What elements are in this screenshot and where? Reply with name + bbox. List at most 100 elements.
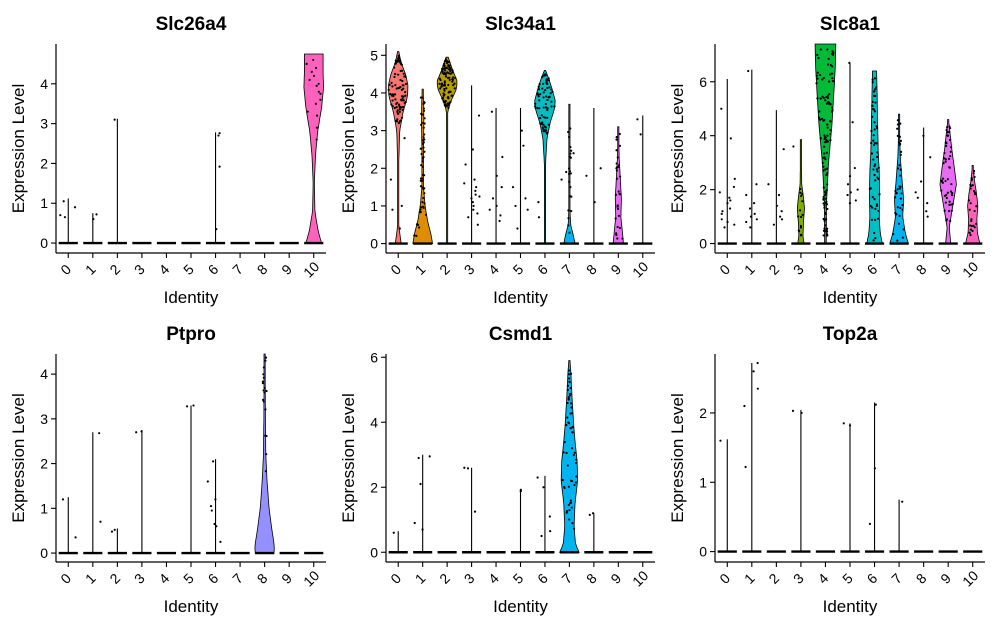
cell-point [567,130,570,134]
violin-cluster-5 [510,108,531,245]
cell-point [498,219,501,223]
x-tick-label: 5 [180,570,197,587]
violin-shape [612,126,624,244]
cell-point [73,206,77,209]
cell-point [99,520,102,523]
cell-point [568,231,571,234]
cell-point [823,152,826,155]
cell-point [971,184,974,187]
cell-point [215,228,218,231]
cell-point [396,118,399,121]
cell-point [616,205,619,208]
cell-point [575,475,578,478]
cell-point [262,376,265,379]
cell-point [828,73,832,76]
cell-point [842,422,845,425]
violin-cluster-1 [742,69,762,245]
cell-point [567,373,570,376]
cell-point [61,498,65,501]
cell-point [393,66,396,69]
x-tick-label: 2 [106,570,123,587]
cell-point [450,94,454,97]
cell-point [616,156,619,159]
cell-point [975,205,978,208]
cell-point [522,144,525,147]
cell-point [545,95,548,98]
cell-point [467,216,470,219]
cell-point [421,157,424,160]
cell-point [538,83,541,86]
cell-point [59,214,62,217]
cell-point [972,224,975,227]
cell-point [826,172,829,175]
cell-point [826,207,829,211]
cell-point [418,210,422,213]
cell-point [548,515,551,518]
cell-point [830,72,834,75]
cell-point [464,163,467,166]
cell-point [823,229,826,233]
cell-point [452,76,455,79]
cell-point [519,490,522,493]
cell-point [848,202,852,205]
cell-point [443,83,446,86]
cell-point [392,531,395,534]
cell-point [391,99,394,102]
cell-point [448,102,451,105]
cell-point [720,212,723,215]
cell-point [871,104,874,107]
cell-point [868,522,872,525]
cell-point [874,163,877,166]
cell-point [970,218,973,221]
cell-point [404,75,407,79]
cell-point [824,158,827,161]
cell-point [825,230,828,233]
cell-point [944,160,947,163]
violin-cluster-2 [107,528,127,555]
violin-cluster-10 [303,53,324,245]
cell-point [871,78,874,81]
violin-cluster-8 [584,108,604,245]
cell-point [571,431,574,434]
y-tick-label: 1 [370,198,378,214]
cell-point [950,194,954,197]
cell-point [401,69,404,72]
cell-point [547,123,550,126]
cell-point [423,133,426,136]
cell-point [473,510,477,513]
cell-point [317,90,320,93]
cell-point [560,178,563,181]
x-axis-label: Identity [493,597,548,616]
cell-point [823,145,826,148]
cell-point [490,110,494,113]
cell-point [755,218,758,221]
cell-point [749,215,753,218]
cell-point [872,239,875,242]
cell-point [831,65,834,68]
cell-point [98,432,101,435]
cell-point [618,144,622,147]
cell-point [400,99,404,102]
cell-point [948,200,951,203]
cell-point [546,86,549,90]
cell-point [846,183,850,186]
cell-point [733,223,736,226]
cell-point [901,203,904,207]
cell-point [491,197,495,200]
y-tick-label: 0 [699,544,707,560]
x-tick-label: 3 [790,570,807,587]
cell-point [574,481,577,484]
cell-point [829,138,832,142]
cell-point [900,192,903,195]
cell-point [826,123,829,126]
cell-point [896,119,899,122]
violin-shape [559,360,580,553]
panel-title: Ptpro [166,324,216,345]
cell-point [550,100,553,103]
cell-point [520,129,523,132]
cell-point [967,199,971,202]
cell-point [780,218,784,221]
cell-point [421,139,424,142]
cell-point [616,225,619,229]
